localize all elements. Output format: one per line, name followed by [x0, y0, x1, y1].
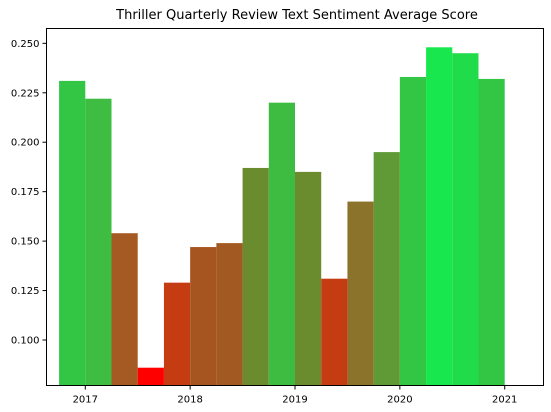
y-tick-label-2: 0.150 — [11, 237, 40, 248]
y-tick-label-6: 0.250 — [11, 39, 40, 50]
y-tick-label-5: 0.225 — [11, 88, 40, 99]
bar-13 — [373, 152, 400, 386]
bar-7 — [216, 243, 243, 386]
bar-3 — [111, 233, 138, 386]
bar-17 — [478, 78, 505, 386]
y-tick-label-3: 0.175 — [11, 187, 40, 198]
x-tick-label-0: 2017 — [73, 395, 98, 406]
bar-6 — [190, 247, 217, 386]
y-tick-label-1: 0.125 — [11, 286, 40, 297]
bar-11 — [321, 278, 348, 386]
x-tick-label-3: 2020 — [387, 395, 412, 406]
chart-title: Thriller Quarterly Review Text Sentiment… — [115, 8, 478, 23]
bar-15 — [426, 47, 453, 386]
bar-2 — [85, 98, 112, 386]
y-tick-label-0: 0.100 — [11, 336, 40, 347]
x-tick-label-4: 2021 — [492, 395, 517, 406]
bar-9 — [268, 102, 295, 386]
y-tick-label-4: 0.200 — [11, 138, 40, 149]
y-axis: 0.100 0.125 0.150 0.175 0.200 0.225 0.250 — [11, 39, 47, 347]
x-tick-label-2: 2019 — [282, 395, 307, 406]
bar-14 — [399, 76, 427, 386]
x-tick-label-1: 2018 — [177, 395, 202, 406]
bar-5 — [163, 282, 191, 386]
bar-16 — [452, 53, 479, 386]
x-axis: 2017 2018 2019 2020 2021 — [73, 385, 517, 406]
bars-group — [59, 47, 505, 386]
bar-12 — [347, 201, 374, 386]
bar-1 — [59, 80, 86, 386]
bar-8 — [242, 167, 269, 386]
bar-4 — [137, 367, 164, 386]
bar-10 — [295, 171, 322, 386]
